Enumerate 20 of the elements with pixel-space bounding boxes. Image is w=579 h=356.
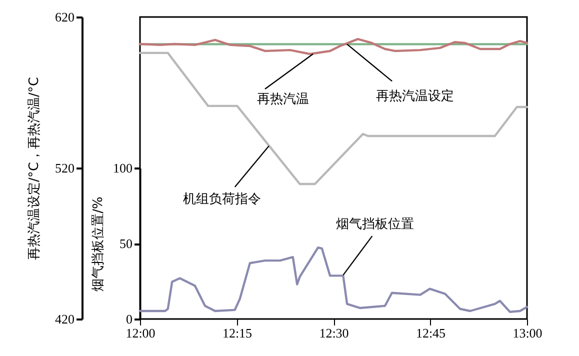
x-tick-label: 13:00 bbox=[512, 326, 542, 340]
annotation: 再热汽温设定 bbox=[376, 89, 454, 104]
annotation: 再热汽温 bbox=[256, 92, 309, 107]
x-tick-label: 12:00 bbox=[126, 326, 156, 340]
line-series bbox=[138, 246, 528, 314]
x-tick-label: 12:45 bbox=[416, 326, 446, 340]
y-tick-label: 620 bbox=[55, 10, 74, 24]
annotation: 机组负荷指令 bbox=[182, 192, 261, 207]
y2-axis-title: 烟气挡板位置/% bbox=[91, 196, 106, 292]
annotation: 烟气挡板位置 bbox=[336, 217, 414, 232]
x-tick-label: 12:30 bbox=[319, 326, 349, 340]
y-tick-label: 520 bbox=[55, 160, 74, 176]
x-tick-label: 12:15 bbox=[222, 326, 252, 340]
y2-tick-label: 0 bbox=[126, 312, 132, 326]
y2-tick-label: 50 bbox=[120, 236, 132, 251]
y2-tick-label: 100 bbox=[113, 160, 132, 176]
line-series bbox=[138, 52, 528, 186]
y-axis-title: 再热汽温设定/°C，再热汽温/°C bbox=[27, 77, 42, 260]
y-tick-label: 420 bbox=[55, 312, 74, 326]
line-series bbox=[138, 38, 528, 56]
